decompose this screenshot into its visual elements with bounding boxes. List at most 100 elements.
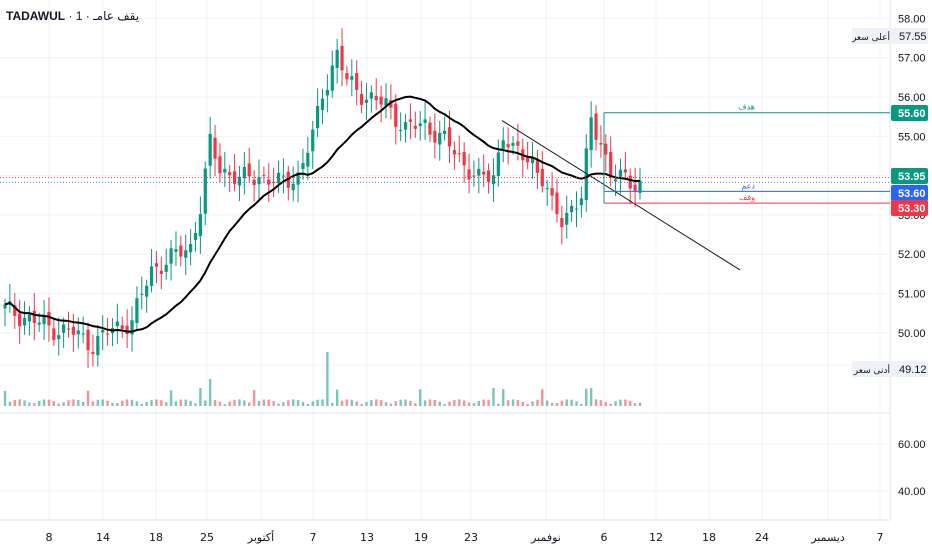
candle-body <box>477 168 481 176</box>
candle-body <box>159 270 163 274</box>
volume-bar <box>204 400 207 406</box>
volume-bar <box>360 403 363 406</box>
candle-body <box>482 171 486 175</box>
volume-bar <box>335 389 339 406</box>
candle-body <box>394 103 398 127</box>
high-label-box <box>852 28 928 44</box>
candle-body <box>330 65 334 91</box>
volume-bar <box>145 401 148 406</box>
volume-bar <box>497 403 500 406</box>
volume-bar <box>257 400 261 406</box>
volume-bar <box>62 402 65 406</box>
candle-body <box>115 321 119 327</box>
time-tick: 19 <box>414 531 428 544</box>
candle-body <box>560 218 564 228</box>
candle-body <box>145 285 149 297</box>
candle-body <box>359 93 364 105</box>
volume-bar <box>531 401 534 406</box>
volume-bar <box>160 400 163 406</box>
candle-body <box>242 166 246 179</box>
candle-body <box>174 249 178 252</box>
volume-bar <box>101 399 104 406</box>
candle-body <box>262 174 266 176</box>
candle-body <box>223 168 227 173</box>
volume-bar <box>47 399 51 406</box>
candle-body <box>306 152 310 167</box>
candle-body <box>140 293 144 295</box>
volume-bar <box>448 401 451 406</box>
candle-body <box>638 180 642 193</box>
volume-bar <box>521 401 524 406</box>
volume-bar <box>502 389 505 406</box>
volume-bar <box>262 399 266 406</box>
candle-body <box>613 179 618 182</box>
candle-body <box>501 140 505 149</box>
volume-bar <box>350 399 354 406</box>
volume-bar <box>506 400 510 406</box>
candle-body <box>384 98 388 106</box>
volume-bar <box>438 401 441 406</box>
volume-bar <box>164 402 168 406</box>
candle-body <box>540 168 544 187</box>
volume-bar <box>384 402 388 406</box>
time-tick: أكتوبر <box>247 530 274 544</box>
candle-body <box>511 142 515 146</box>
volume-bar <box>638 402 642 406</box>
volume-bar <box>433 399 437 406</box>
candle-body <box>379 96 383 105</box>
volume-bar <box>252 390 256 406</box>
volume-bar <box>604 402 608 406</box>
price-tick: 58.00 <box>898 13 926 25</box>
time-tick: 24 <box>755 531 769 544</box>
volume-bar <box>184 399 187 406</box>
volume-bar <box>340 400 344 406</box>
low-caption: أدنى سعر <box>853 364 890 376</box>
volume-bar <box>155 399 158 406</box>
volume-bar <box>375 399 378 406</box>
candle-body <box>428 122 432 135</box>
candle-body <box>203 168 207 214</box>
volume-bar <box>492 388 495 406</box>
volume-bar <box>233 399 236 406</box>
volume-bar <box>111 402 114 406</box>
volume-bar <box>355 401 358 406</box>
volume-bar <box>467 402 471 406</box>
volume-bar <box>370 400 373 406</box>
volume-bar <box>409 400 412 406</box>
time-tick: 25 <box>200 531 214 544</box>
candle-body <box>62 324 66 333</box>
candle-body <box>433 130 437 143</box>
volume-bar <box>238 399 241 406</box>
candle-body <box>457 153 461 155</box>
volume-bar <box>3 391 7 406</box>
candle-body <box>491 175 496 185</box>
time-tick: 7 <box>310 531 317 544</box>
volume-bar <box>106 400 109 406</box>
candle-body <box>545 188 549 190</box>
candle-body <box>189 243 193 253</box>
volume-bar <box>541 389 544 406</box>
candle-body <box>355 73 359 90</box>
candle-body <box>91 352 95 355</box>
volume-bar <box>428 399 432 406</box>
candle-body <box>105 333 110 335</box>
price-tick: 56.00 <box>898 92 926 104</box>
candle-body <box>154 263 159 267</box>
candle-body <box>164 264 168 272</box>
candle-body <box>418 123 422 127</box>
volume-bar <box>199 388 202 406</box>
candle-body <box>467 169 471 180</box>
volume-bar <box>379 400 383 406</box>
volume-bar <box>57 403 60 406</box>
volume-bar <box>555 402 559 406</box>
candle-body <box>374 95 378 101</box>
candle-body <box>472 175 476 177</box>
volume-bar <box>585 388 588 406</box>
candle-body <box>296 172 300 185</box>
candle-body <box>589 117 593 151</box>
candle-body <box>228 172 232 176</box>
lower-tick: 40.00 <box>898 486 926 498</box>
volume-bar <box>570 399 573 406</box>
volume-bar <box>179 399 183 406</box>
